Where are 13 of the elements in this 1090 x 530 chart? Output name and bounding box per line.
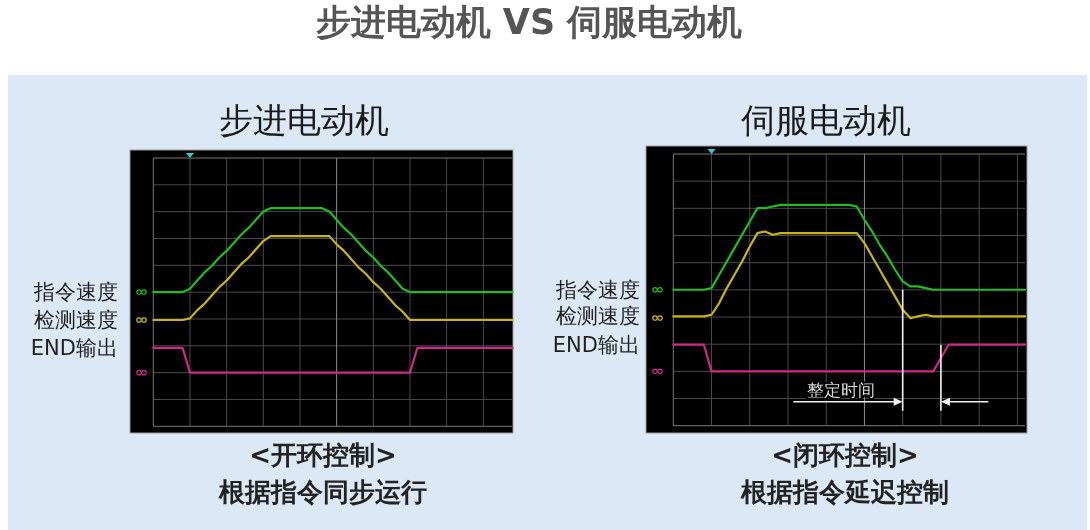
legend-label: 指令速度	[33, 280, 118, 305]
legend-label: 检测速度	[556, 304, 640, 329]
series-label: END输出	[30, 335, 118, 360]
text: <开环控制>	[249, 440, 397, 470]
text: 根据指令同步运行	[218, 477, 427, 507]
series-label: END输出	[552, 332, 640, 357]
legend-label: 检测速度	[34, 308, 118, 333]
legend-label: 指令速度	[555, 277, 640, 302]
chart-title: 伺服电动机	[741, 100, 911, 140]
chart-title: 步进电动机 VS 伺服电动机	[315, 2, 743, 42]
text: <闭环控制>	[771, 440, 919, 470]
chart-subtitle: 步进电动机	[219, 100, 389, 140]
text: 根据指令延迟控制	[740, 477, 949, 507]
